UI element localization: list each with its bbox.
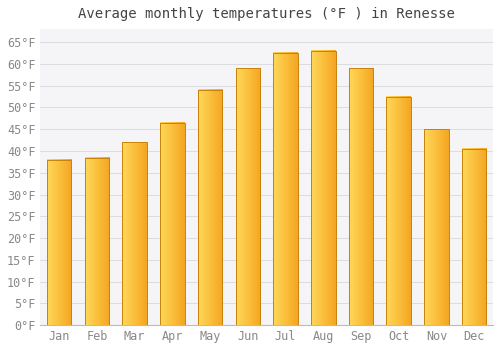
Title: Average monthly temperatures (°F ) in Renesse: Average monthly temperatures (°F ) in Re… — [78, 7, 455, 21]
